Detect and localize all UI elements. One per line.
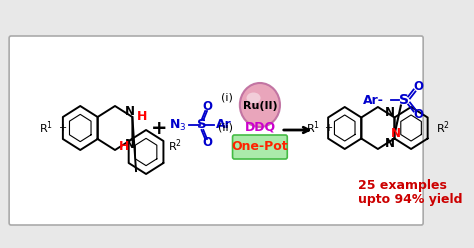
Text: One-Pot: One-Pot xyxy=(232,141,288,154)
Text: 25 examples: 25 examples xyxy=(358,179,447,191)
Text: N: N xyxy=(391,127,401,140)
Text: O: O xyxy=(413,108,423,121)
Text: S: S xyxy=(197,119,206,131)
Text: N: N xyxy=(125,105,135,119)
FancyBboxPatch shape xyxy=(9,36,423,225)
Text: +: + xyxy=(59,123,67,133)
Text: H: H xyxy=(137,110,147,123)
Ellipse shape xyxy=(240,83,280,127)
Text: +: + xyxy=(325,123,333,133)
Text: upto 94% yield: upto 94% yield xyxy=(358,193,463,207)
Text: DDQ: DDQ xyxy=(245,121,275,133)
Text: O: O xyxy=(202,100,212,114)
Text: O: O xyxy=(202,136,212,150)
Text: S: S xyxy=(399,93,409,107)
Text: O: O xyxy=(413,80,423,93)
Ellipse shape xyxy=(246,93,261,103)
FancyBboxPatch shape xyxy=(233,135,287,159)
Text: (i): (i) xyxy=(221,92,233,102)
Text: R$^1$: R$^1$ xyxy=(306,120,320,136)
Text: N: N xyxy=(385,106,395,119)
Text: Ar-: Ar- xyxy=(363,94,383,107)
Text: N: N xyxy=(125,138,135,151)
Text: (ii): (ii) xyxy=(218,122,233,132)
Text: Ar: Ar xyxy=(216,119,232,131)
Text: N: N xyxy=(385,137,395,150)
Text: N$_3$: N$_3$ xyxy=(170,118,187,132)
Text: +: + xyxy=(151,119,168,137)
Text: R$^1$: R$^1$ xyxy=(39,120,53,136)
Text: R$^2$: R$^2$ xyxy=(436,120,450,136)
Text: R$^2$: R$^2$ xyxy=(168,138,182,154)
Text: H: H xyxy=(119,139,129,153)
Text: Ru(II): Ru(II) xyxy=(243,101,277,111)
